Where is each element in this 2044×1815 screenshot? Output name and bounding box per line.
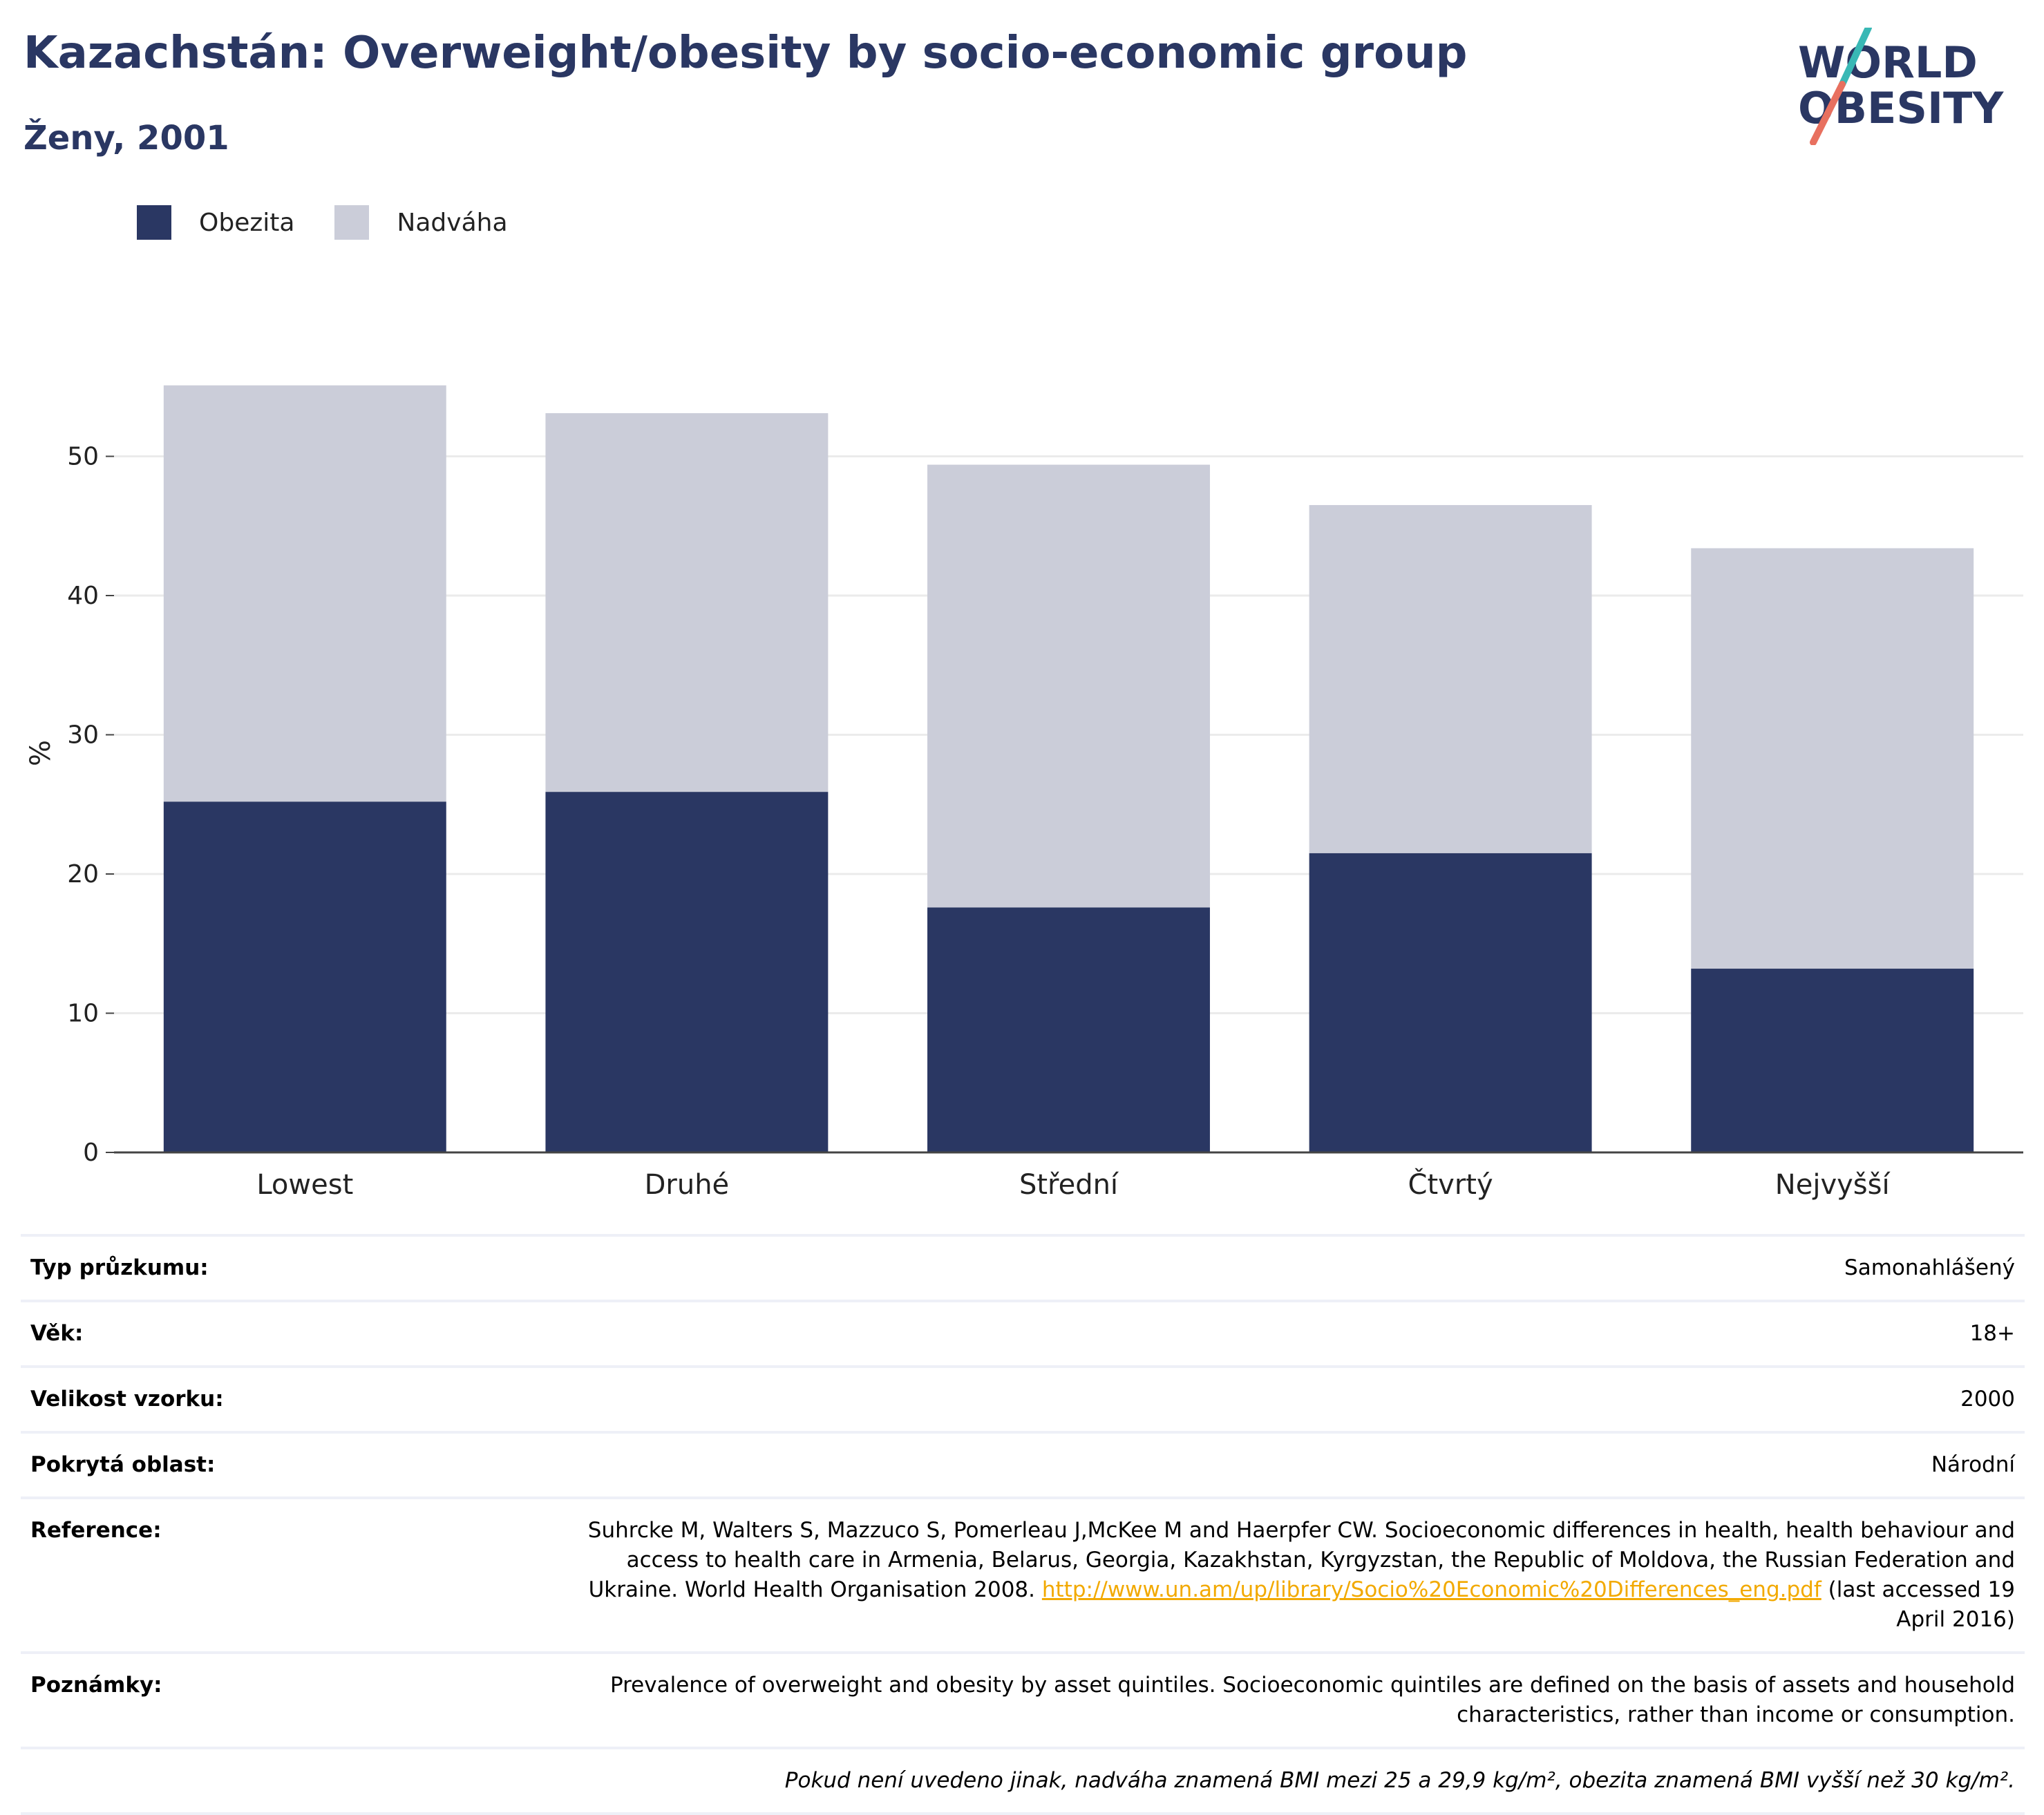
x-tick-label: Lowest	[256, 1169, 353, 1201]
bar-obesity[interactable]	[1691, 969, 1974, 1152]
legend-label-overweight: Nadváha	[397, 208, 508, 237]
bar-obesity[interactable]	[927, 907, 1210, 1152]
info-value: Národní	[1931, 1452, 2015, 1477]
legend-item-overweight[interactable]: Nadváha	[334, 205, 508, 240]
x-axis: Lowest Druhé Střední Čtvrtý Nejvyšší	[114, 1151, 2023, 1201]
y-tick-label: 20	[67, 860, 99, 889]
x-tick-label: Nejvyšší	[1775, 1169, 1891, 1201]
logo-slash-coral	[1810, 81, 1846, 145]
legend-swatch-overweight	[334, 205, 370, 240]
info-label: Věk:	[30, 1321, 84, 1346]
bar-overweight[interactable]	[927, 464, 1210, 908]
stacked-bar-chart: 0 10 20 30 40 50 Lowest Druhé Střední Čtvrtý Nejv…	[25, 385, 2023, 1201]
x-tick-label: Střední	[1019, 1169, 1119, 1201]
reference-value: Suhrcke M, Walters S, Mazzuco S, Pomerle…	[564, 1516, 2015, 1635]
bar-overweight[interactable]	[545, 413, 829, 792]
info-row-survey-type: Typ průzkumu: Samonahlášený	[21, 1237, 2025, 1302]
info-value: 18+	[1969, 1321, 2015, 1346]
bar-obesity[interactable]	[545, 792, 829, 1152]
bar-overweight[interactable]	[1691, 548, 1974, 969]
world-obesity-logo[interactable]: WORLD OBESITY	[1797, 28, 2025, 145]
y-tick-label: 0	[83, 1139, 99, 1167]
bars	[163, 385, 1974, 1152]
legend-item-obesity[interactable]: Obezita	[137, 205, 294, 240]
legend: Obezita Nadváha	[137, 205, 548, 240]
x-tick-label: Druhé	[645, 1169, 730, 1201]
info-row-sample-size: Velikost vzorku: 2000	[21, 1368, 2025, 1434]
bar-overweight[interactable]	[1309, 505, 1592, 853]
info-label: Typ průzkumu:	[30, 1255, 209, 1280]
info-row-reference: Reference: Suhrcke M, Walters S, Mazzuco…	[21, 1499, 2025, 1654]
info-table: Typ průzkumu: Samonahlášený Věk: 18+ Vel…	[21, 1234, 2025, 1815]
bar-obesity[interactable]	[163, 801, 446, 1152]
x-tick-label: Čtvrtý	[1408, 1168, 1493, 1201]
y-axis: 0 10 20 30 40 50	[67, 443, 114, 1167]
legend-label-obesity: Obezita	[199, 208, 295, 237]
info-row-age: Věk: 18+	[21, 1302, 2025, 1368]
info-value: Samonahlášený	[1844, 1255, 2015, 1280]
bar-overweight[interactable]	[163, 385, 446, 802]
logo-line-1: WORLD	[1798, 37, 1978, 88]
info-row-notes: Poznámky: Prevalence of overweight and o…	[21, 1654, 2025, 1749]
y-axis-title: %	[25, 740, 57, 766]
y-tick-label: 30	[67, 721, 99, 750]
info-label: Velikost vzorku:	[30, 1387, 224, 1412]
y-tick-label: 10	[67, 1000, 99, 1028]
footnote-row: Pokud není uvedeno jinak, nadváha znamen…	[21, 1749, 2025, 1815]
y-tick-label: 50	[67, 443, 99, 471]
bar-obesity[interactable]	[1309, 853, 1592, 1152]
reference-link[interactable]: http://www.un.am/up/library/Socio%20Econ…	[1041, 1577, 1821, 1602]
legend-swatch-obesity	[137, 205, 171, 240]
info-row-area: Pokrytá oblast: Národní	[21, 1434, 2025, 1499]
reference-text: Suhrcke M, Walters S, Mazzuco S, Pomerle…	[587, 1518, 2015, 1602]
footnote: Pokud není uvedeno jinak, nadváha znamen…	[784, 1768, 2015, 1793]
reference-label: Reference:	[30, 1518, 162, 1543]
chart-title: Kazachstán: Overweight/obesity by socio-…	[23, 28, 1468, 79]
notes-label: Poznámky:	[30, 1673, 162, 1698]
notes-value: Prevalence of overweight and obesity by …	[609, 1673, 2015, 1727]
reference-accessed: (last accessed 19 April 2016)	[1821, 1577, 2015, 1632]
logo-slash-teal	[1839, 28, 1872, 88]
info-value: 2000	[1960, 1387, 2015, 1412]
info-label: Pokrytá oblast:	[30, 1452, 216, 1477]
y-tick-label: 40	[67, 582, 99, 610]
chart-subtitle: Ženy, 2001	[23, 119, 229, 158]
